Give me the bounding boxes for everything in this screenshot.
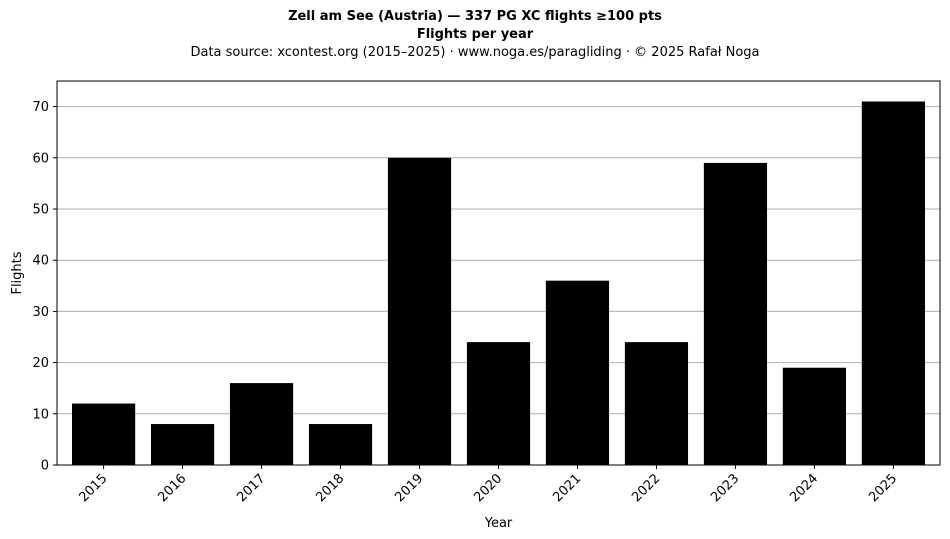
x-tick-label: 2018	[313, 471, 347, 505]
bars	[72, 101, 925, 466]
bar-2015	[72, 403, 136, 465]
y-tick-label: 10	[32, 407, 49, 422]
chart-title: Zell am See (Austria) — 337 PG XC flight…	[288, 9, 662, 24]
x-axis-label: Year	[484, 516, 513, 531]
bar-2016	[150, 424, 215, 465]
x-tick-label: 2016	[155, 471, 189, 505]
bar-2024	[782, 367, 847, 465]
bar-2023	[703, 162, 768, 466]
y-tick-label: 60	[32, 151, 49, 166]
y-axis-label: Flights	[10, 251, 25, 294]
x-axis-ticks: 2015 2016 2017 2018 2019 2020 2021 2022 2023 2024…	[76, 465, 900, 505]
x-tick-label: 2015	[76, 471, 110, 505]
chart-title-block: Zell am See (Austria) — 337 PG XC flight…	[0, 8, 950, 62]
bar-2017	[229, 383, 294, 465]
chart-source-note: Data source: xcontest.org (2015–2025) · …	[190, 45, 760, 60]
y-tick-label: 0	[41, 459, 49, 474]
bar-2020	[466, 342, 531, 465]
bar-2019	[387, 157, 452, 466]
y-axis-ticks: 0 10 20 30 40 50 60 70	[32, 100, 57, 474]
y-tick-label: 20	[32, 356, 49, 371]
bar-2025	[861, 101, 925, 465]
y-tick-label: 40	[32, 254, 49, 269]
x-tick-label: 2023	[708, 471, 742, 505]
x-tick-label: 2024	[787, 471, 821, 505]
x-tick-label: 2020	[471, 471, 505, 505]
bar-2021	[545, 280, 610, 465]
x-tick-label: 2022	[629, 471, 663, 505]
y-tick-label: 30	[32, 305, 49, 320]
bar-2022	[624, 342, 689, 465]
x-tick-label: 2025	[866, 471, 900, 505]
y-tick-label: 70	[32, 100, 49, 115]
chart-subtitle: Flights per year	[416, 27, 534, 42]
y-tick-label: 50	[32, 203, 49, 218]
x-tick-label: 2017	[234, 471, 268, 505]
x-tick-label: 2021	[550, 471, 584, 505]
x-tick-label: 2019	[392, 471, 426, 505]
bar-2018	[308, 424, 373, 465]
